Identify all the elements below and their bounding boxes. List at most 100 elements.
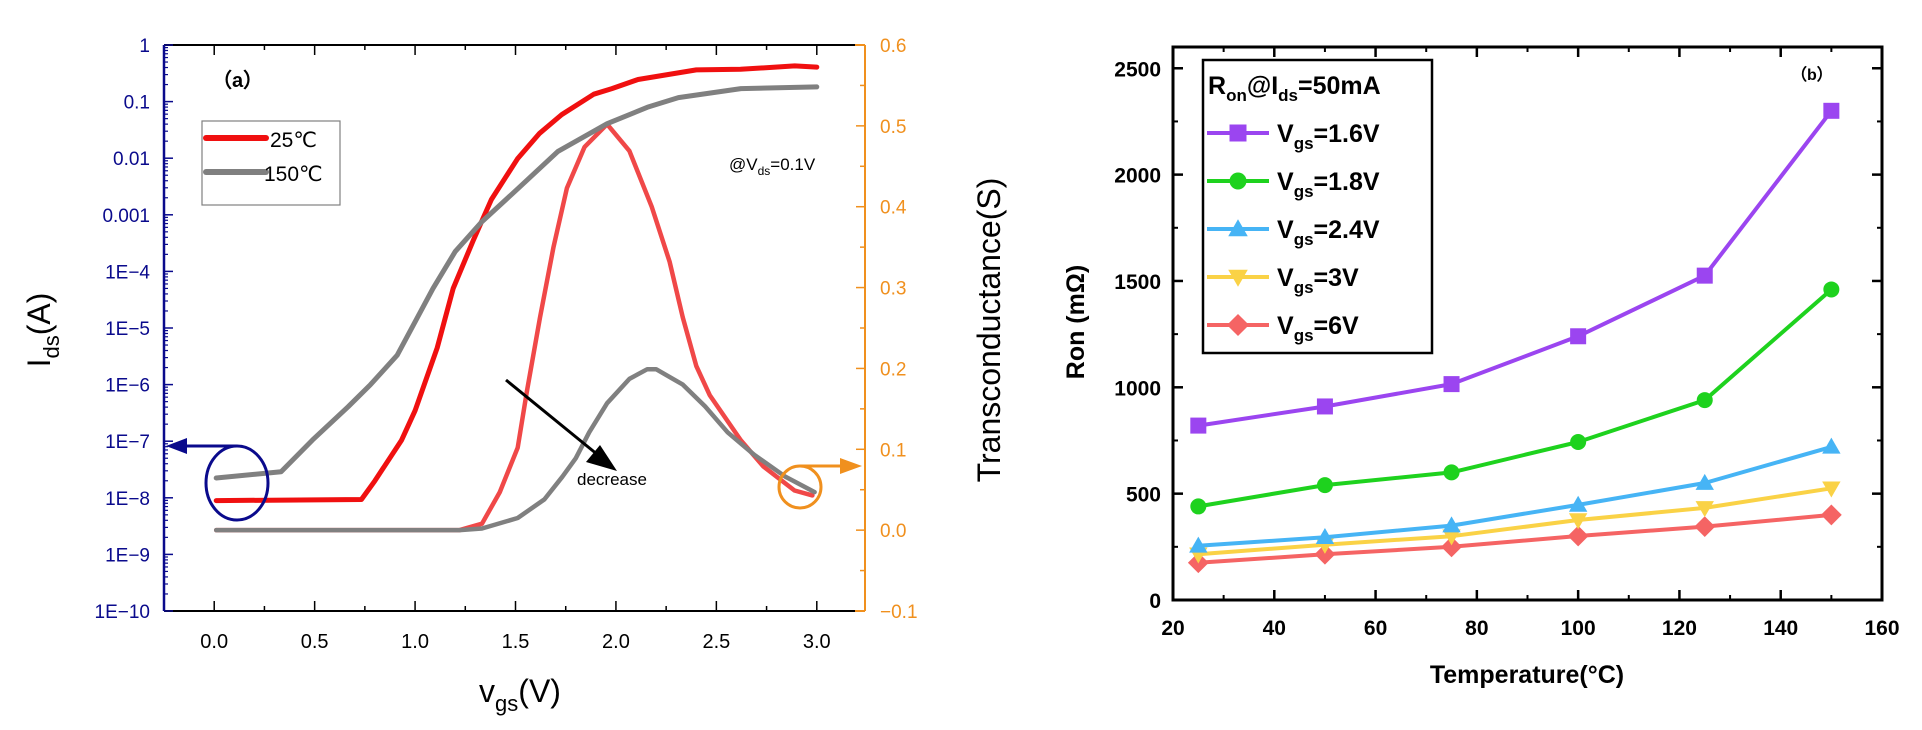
decrease-arrow xyxy=(505,378,617,471)
x-tick-label: 60 xyxy=(1364,617,1387,640)
series-vgs-6v-marker xyxy=(1567,525,1589,547)
x-tick-label: 1.5 xyxy=(502,631,530,653)
legend-entry-vgs-1-8v-marker xyxy=(1229,172,1247,190)
series-vgs-1-6v-line xyxy=(1198,109,1833,428)
legend-entry-vgs-1-6v-marker xyxy=(1229,124,1247,142)
x-tick-label: 160 xyxy=(1864,617,1899,640)
y-tick-label: 1500 xyxy=(1114,271,1161,294)
series-vgs-3v-marker xyxy=(1442,529,1461,546)
series-gm-150-line xyxy=(213,366,817,533)
x-tick-label: 40 xyxy=(1263,617,1286,640)
legend-entry-vgs-3v: Vgs=3V xyxy=(1207,264,1359,297)
condition-suffix: =0.1V xyxy=(770,155,816,174)
legend-entry-vgs-1-8v: Vgs=1.8V xyxy=(1207,168,1380,201)
panel-a-curves xyxy=(213,63,820,533)
legend-entry-vgs-3v-marker xyxy=(1228,269,1248,287)
y-left-tick-label: 1E−6 xyxy=(105,376,150,397)
panel-b-legend-box xyxy=(1201,58,1434,355)
legend-entry-vgs-1-6v: Vgs=1.6V xyxy=(1207,120,1380,153)
condition-sub: ds xyxy=(758,164,771,178)
x-tick-label: 0.5 xyxy=(301,631,329,653)
left-axis-indicator xyxy=(166,438,270,522)
series-vgs-1-6v-marker xyxy=(1696,267,1713,284)
y-left-tick-label: 1E−8 xyxy=(105,489,150,510)
x-tick-label: 3.0 xyxy=(803,631,831,653)
series-vgs-2-4v-marker xyxy=(1822,437,1841,454)
y-left-tick-label: 1 xyxy=(139,36,150,57)
y-right-tick-label: 0.4 xyxy=(880,198,907,219)
x-tick-label: 1.0 xyxy=(401,631,429,653)
series-vgs-3v-marker xyxy=(1568,513,1588,530)
y-right-tick-label: 0.3 xyxy=(880,279,906,300)
y-tick-label: 1000 xyxy=(1114,377,1161,400)
legend-entry-vgs-2-4v-marker xyxy=(1228,219,1248,237)
legend-entry-vgs-6v-label: Vgs=6V xyxy=(1277,312,1359,345)
legend-entry-vgs-2-4v-label: Vgs=2.4V xyxy=(1277,216,1380,249)
series-vgs-1-8v-marker xyxy=(1570,433,1587,450)
x-tick-label: 120 xyxy=(1662,617,1697,640)
panel-b-legend: Ron@Ids=50mA Vgs=1.6V Vgs=1.8V Vgs=2.4V Vgs… xyxy=(1201,58,1434,355)
series-vgs-3v-marker xyxy=(1822,481,1841,498)
series-vgs-1-6v-marker xyxy=(1823,102,1840,119)
panel-b-series xyxy=(1187,102,1842,574)
legend-label-25c: 25℃ xyxy=(270,129,317,152)
series-vgs-1-8v-marker xyxy=(1696,392,1713,409)
panel-a-y-left-axis-title: Ids(A) xyxy=(21,293,64,368)
x-tick-label: 80 xyxy=(1465,617,1488,640)
panel-a-legend-box xyxy=(201,120,341,206)
series-vgs-1-8v-line xyxy=(1197,287,1833,509)
y-left-tick-label: 0.01 xyxy=(113,149,150,170)
series-vgs-2-4v-marker xyxy=(1568,495,1588,512)
legend-entry-vgs-3v-label: Vgs=3V xyxy=(1277,264,1359,297)
series-vgs-1-6v xyxy=(1190,102,1840,434)
y-left-tick-label: 1E−10 xyxy=(95,602,150,623)
panel-a-label: （a） xyxy=(212,69,263,92)
y-right-tick-label: 0.1 xyxy=(880,440,906,461)
y-left-tick-label: 0.001 xyxy=(102,206,150,227)
y-right-tick-label: 0.2 xyxy=(880,359,906,380)
x-tick-label: 2.5 xyxy=(702,631,730,653)
y-right-tick-label: 0.0 xyxy=(880,521,906,542)
panel-b-x-axis-title: Temperature(°C) xyxy=(1430,661,1624,689)
series-vgs-1-6v-marker xyxy=(1190,417,1207,434)
legend-entry-vgs-1-6v-label: Vgs=1.6V xyxy=(1277,120,1380,153)
series-vgs-2-4v-marker xyxy=(1189,536,1208,553)
panel-a-ticks: 0.0 0.5 1.0 1.5 2.0 2.5 3.0 1 0.1 0.01 0.001 1E−4 1E… xyxy=(95,36,918,653)
y-left-tick-label: 1E−9 xyxy=(105,545,150,566)
series-vgs-6v-marker xyxy=(1441,536,1462,558)
panel-a: 0.0 0.5 1.0 1.5 2.0 2.5 3.0 1 0.1 0.01 0.001 1E−4 1E… xyxy=(21,36,1007,716)
panel-a-y-right-axis-title: Transconductance(S) xyxy=(971,178,1007,483)
legend-entry-vgs-2-4v: Vgs=2.4V xyxy=(1207,216,1380,249)
series-vgs-1-6v-marker xyxy=(1443,376,1460,393)
series-vgs-3v-marker xyxy=(1695,501,1714,518)
y-left-tick-label: 1E−4 xyxy=(105,262,150,283)
series-vgs-3v-line xyxy=(1198,486,1832,557)
x-tick-label: 140 xyxy=(1763,617,1798,640)
y-right-tick-label: 0.5 xyxy=(880,117,906,138)
right-arrow-icon xyxy=(840,458,862,474)
y-tick-label: 2500 xyxy=(1114,58,1161,81)
condition-prefix: @V xyxy=(729,155,758,174)
x-tick-label: 2.0 xyxy=(602,631,630,653)
panel-b-legend-title: Ron@Ids=50mA xyxy=(1208,72,1381,105)
legend-entry-vgs-6v-marker xyxy=(1226,313,1250,337)
series-vgs-6v-marker xyxy=(1694,516,1716,538)
series-vgs-1-8v xyxy=(1190,281,1840,515)
x-tick-label: 20 xyxy=(1161,617,1184,640)
series-vgs-1-8v-marker xyxy=(1316,477,1333,494)
panel-a-legend: 25℃ 150℃ xyxy=(201,120,341,206)
series-vgs-1-8v-marker xyxy=(1443,464,1460,481)
series-vgs-2-4v-marker xyxy=(1442,516,1461,533)
y-left-tick-label: 1E−5 xyxy=(105,319,150,340)
y-right-tick-label: −0.1 xyxy=(880,602,918,623)
legend-entry-vgs-6v: Vgs=6V xyxy=(1207,312,1359,345)
y-left-tick-label: 1E−7 xyxy=(105,432,150,453)
panel-b-y-axis-title: Ron (mΩ) xyxy=(1062,265,1090,379)
panel-b-label: （b） xyxy=(1791,66,1833,84)
y-tick-label: 500 xyxy=(1126,484,1161,507)
series-vgs-6v xyxy=(1187,504,1842,574)
panel-a-x-axis-title: vgs(V) xyxy=(479,673,561,716)
right-axis-indicator xyxy=(777,458,862,510)
legend-label-150c: 150℃ xyxy=(264,163,323,186)
x-tick-label: 0.0 xyxy=(200,631,228,653)
